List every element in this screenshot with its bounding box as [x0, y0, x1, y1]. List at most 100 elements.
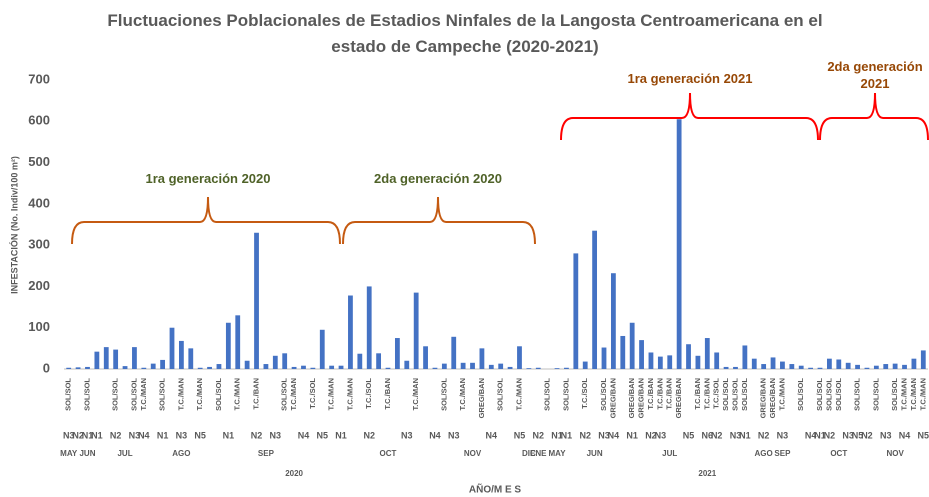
- month-label: AGO: [755, 449, 773, 458]
- month-label: OCT: [830, 449, 847, 458]
- bar: [188, 348, 194, 369]
- stage-label: N3: [448, 430, 460, 440]
- stage-label: N5: [194, 430, 206, 440]
- x-tick-label: T.C./MAN: [411, 378, 420, 411]
- x-tick-label: SOL/SOL: [111, 378, 120, 411]
- stage-label: N3: [176, 430, 188, 440]
- bar: [310, 367, 316, 369]
- bar: [629, 322, 635, 369]
- stage-label: N4: [486, 430, 498, 440]
- stage-label: N2: [72, 430, 84, 440]
- stage-label: N3: [730, 430, 742, 440]
- x-tick-label: T.C./MAN: [289, 378, 298, 411]
- bar: [150, 363, 156, 369]
- bracket: [819, 92, 929, 141]
- stage-label: N1: [551, 430, 563, 440]
- x-tick-label: T.C./MAN: [345, 378, 354, 411]
- bar: [235, 315, 241, 369]
- month-label: JUL: [117, 449, 132, 458]
- bar: [582, 361, 588, 369]
- x-tick-label: T.C./BAN: [693, 378, 702, 410]
- stage-label: N2: [711, 430, 723, 440]
- bar: [225, 322, 231, 369]
- bar: [85, 366, 90, 369]
- x-tick-label: SOL/SOL: [890, 378, 899, 411]
- annotation: 2da generación 2020: [374, 171, 502, 186]
- x-tick-label: T.C./MAN: [900, 378, 909, 411]
- x-tick-label: GREG/BAN: [637, 378, 646, 418]
- bar: [376, 353, 382, 369]
- annotation: 1ra generación 2020: [145, 171, 271, 186]
- bar: [592, 230, 598, 369]
- bar: [920, 350, 926, 369]
- stage-label: N3: [777, 430, 789, 440]
- bar: [141, 367, 147, 369]
- x-tick-label: SOL/SOL: [599, 378, 608, 411]
- bar: [817, 367, 823, 369]
- stage-label: N3: [63, 430, 75, 440]
- bar: [75, 367, 81, 369]
- x-tick-label: T.C./MAN: [514, 378, 523, 411]
- month-label: SEP: [774, 449, 791, 458]
- bar: [169, 327, 175, 369]
- x-tick-label: T.C./SOL: [364, 378, 373, 409]
- stage-label: N5: [852, 430, 864, 440]
- bar: [254, 232, 259, 369]
- y-tick-label: 700: [28, 71, 50, 86]
- stage-label: N4: [138, 430, 150, 440]
- stage-label: N4: [899, 430, 911, 440]
- annotation: 1ra generación 2021: [627, 71, 753, 86]
- bar: [667, 355, 673, 369]
- stage-label: N1: [223, 430, 235, 440]
- bar: [329, 365, 335, 369]
- month-label: DIC: [522, 449, 536, 458]
- stage-label: N3: [129, 430, 141, 440]
- stage-label: N1: [91, 430, 103, 440]
- bar: [836, 359, 842, 369]
- x-tick-label: T.C./SOL: [712, 378, 721, 409]
- annotation: 2da generación 2021: [827, 59, 923, 91]
- x-tick-label: SOL/SOL: [853, 378, 862, 411]
- month-label: AGO: [172, 449, 190, 458]
- bar: [216, 364, 222, 369]
- bar: [686, 344, 691, 369]
- bar: [601, 347, 607, 369]
- bar: [864, 367, 870, 369]
- bar: [498, 363, 504, 369]
- month-label: JUN: [79, 449, 95, 458]
- x-tick-label: SOL/SOL: [871, 378, 880, 411]
- stage-label: N2: [533, 430, 545, 440]
- stage-label: N4: [298, 430, 310, 440]
- bar: [676, 119, 682, 369]
- x-tick-label: SOL/SOL: [740, 378, 749, 411]
- bar: [103, 347, 109, 369]
- stage-label: N3: [880, 430, 892, 440]
- x-tick-label: GREG/BAN: [477, 378, 486, 418]
- stage-label: N2: [645, 430, 657, 440]
- bar: [507, 366, 513, 369]
- bar: [207, 366, 212, 369]
- bar: [610, 273, 616, 369]
- month-label: NOV: [886, 449, 904, 458]
- x-tick-label: T.C./MAN: [327, 378, 336, 411]
- x-tick-label: GREG/BAN: [608, 378, 617, 418]
- stage-label: N4: [429, 430, 441, 440]
- y-tick-label: 100: [28, 319, 50, 334]
- month-label: OCT: [380, 449, 397, 458]
- bar: [479, 348, 485, 369]
- bar: [733, 366, 738, 369]
- stage-label: N2: [110, 430, 122, 440]
- y-tick-label: 500: [28, 154, 50, 169]
- bar: [272, 355, 278, 369]
- x-tick-label: GREG/BAN: [759, 378, 768, 418]
- stage-label: N3: [401, 430, 413, 440]
- stage-label: N2: [824, 430, 836, 440]
- x-tick-label: SOL/SOL: [824, 378, 833, 411]
- x-tick-label: T.C./BAN: [646, 378, 655, 410]
- bar: [648, 352, 654, 369]
- bar: [423, 346, 428, 369]
- month-label: JUL: [662, 449, 677, 458]
- bar: [742, 345, 748, 369]
- bar: [639, 340, 644, 369]
